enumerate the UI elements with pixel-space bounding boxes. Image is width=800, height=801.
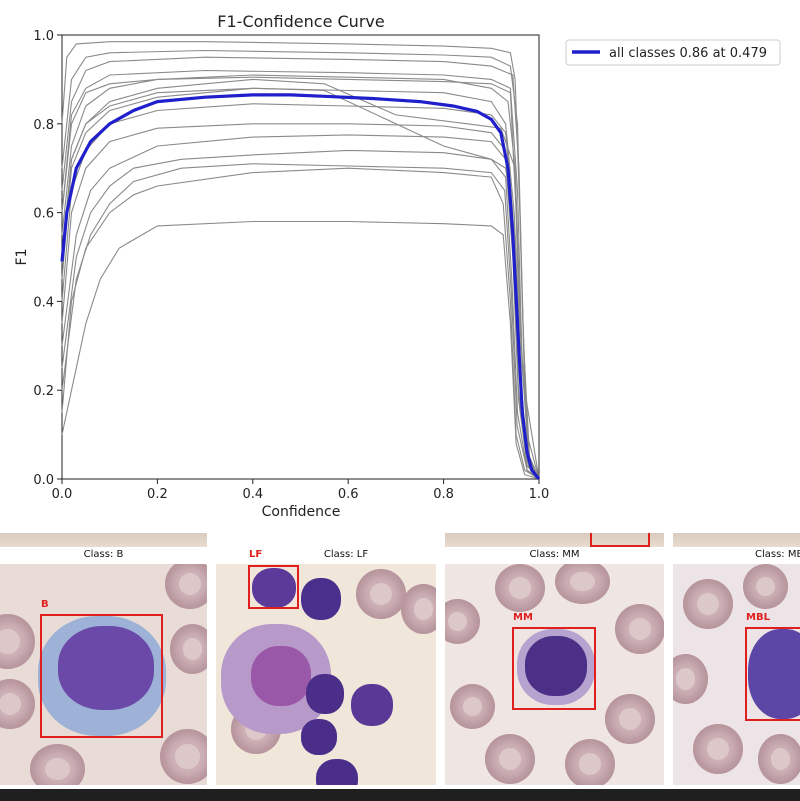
x-tick-label: 0.2 <box>147 487 168 502</box>
class-curve-12 <box>61 163 540 480</box>
partial-detection-box <box>590 533 650 547</box>
class-curve-8 <box>61 103 540 480</box>
panel-caption: Class: MM <box>529 549 580 560</box>
red-blood-cell <box>683 579 733 629</box>
x-tick-label: 0.8 <box>433 487 454 502</box>
class-curve-7 <box>61 87 540 480</box>
class-curve-2 <box>61 49 540 480</box>
y-tick-label: 1.0 <box>33 29 54 44</box>
lymphocyte <box>252 568 296 608</box>
detection-box <box>745 627 800 721</box>
detection-label: MM <box>513 612 533 623</box>
f1-confidence-chart: F1-Confidence Curve 0.0 0.2 0.4 0.6 0.8 1.0 0… <box>14 12 781 520</box>
lymphocyte <box>301 578 341 620</box>
detection-box <box>512 627 596 710</box>
class-curves <box>61 41 540 480</box>
red-blood-cell <box>565 739 615 785</box>
legend-label: all classes 0.86 at 0.479 <box>609 46 767 61</box>
y-tick-label: 0.8 <box>33 118 54 133</box>
red-blood-cell <box>693 724 743 774</box>
x-axis-label: Confidence <box>262 504 341 520</box>
detection-label: B <box>41 599 49 610</box>
red-blood-cell <box>170 624 207 674</box>
class-curve-11 <box>61 149 540 480</box>
y-tick-label: 0.4 <box>33 295 54 310</box>
x-axis-ticks: 0.0 0.2 0.4 0.6 0.8 1.0 <box>52 479 550 502</box>
y-tick-label: 0.6 <box>33 207 54 222</box>
sample-panel-lf: Class: LF LF <box>216 533 436 785</box>
legend-box <box>565 39 781 66</box>
class-curve-16 <box>61 76 540 480</box>
chart-title: F1-Confidence Curve <box>217 12 384 31</box>
red-blood-cell <box>605 694 655 744</box>
lymphocyte <box>316 759 358 785</box>
red-blood-cell <box>30 744 85 785</box>
x-tick-label: 0.4 <box>242 487 263 502</box>
large-cell-nucleus <box>251 646 311 706</box>
blast-cell <box>748 629 800 719</box>
class-curve-13 <box>61 167 540 480</box>
red-blood-cell <box>743 564 788 609</box>
detection-box <box>248 565 299 609</box>
panel-caption: Class: LF <box>323 549 369 560</box>
class-curve-3 <box>61 56 540 480</box>
class-curve-4 <box>61 69 540 480</box>
panel-top-crop <box>0 533 207 547</box>
cell-image <box>216 564 436 785</box>
class-curve-1 <box>61 41 540 480</box>
cell-image: MBL <box>673 564 800 785</box>
all-classes-curve <box>60 93 541 481</box>
plasma-cell-nucleus <box>525 636 587 696</box>
x-tick-label: 0.6 <box>338 487 359 502</box>
panel-caption: Class: B <box>83 549 124 560</box>
detection-label: MBL <box>746 612 770 623</box>
detection-box <box>40 614 163 738</box>
sample-panel-mbl: Class: MBL MBL <box>673 533 800 785</box>
all-classes-line <box>60 93 541 481</box>
red-blood-cell <box>0 679 35 729</box>
legend: all classes 0.86 at 0.479 <box>565 39 781 66</box>
lymphocyte <box>301 719 337 755</box>
red-blood-cell <box>165 564 207 609</box>
y-tick-label: 0.0 <box>33 473 54 488</box>
sample-panel-mm: Class: MM MM <box>445 533 664 785</box>
plot-frame <box>61 34 540 480</box>
red-blood-cell <box>356 569 406 619</box>
blast-nucleus <box>58 626 154 710</box>
panel-caption: Class: MBL <box>755 549 800 560</box>
red-blood-cell <box>495 564 545 612</box>
red-blood-cell <box>160 729 207 784</box>
sample-gallery: Class: B B Class: LF LF <box>0 533 800 785</box>
red-blood-cell <box>0 614 35 669</box>
red-blood-cell <box>673 654 708 704</box>
lymphocyte <box>306 674 344 714</box>
red-blood-cell <box>401 584 436 634</box>
red-blood-cell <box>758 734 800 784</box>
cell-image: MM <box>445 564 664 785</box>
x-tick-label: 0.0 <box>52 487 73 502</box>
lymphocyte <box>351 684 393 726</box>
detection-label: LF <box>249 549 263 560</box>
y-axis-ticks: 0.0 0.2 0.4 0.6 0.8 1.0 <box>33 29 62 488</box>
red-blood-cell <box>450 684 495 729</box>
class-curve-6 <box>61 87 540 480</box>
red-blood-cell <box>445 599 480 644</box>
bottom-bar <box>0 789 800 801</box>
red-blood-cell <box>555 564 610 604</box>
cell-image: B <box>0 564 207 785</box>
class-curve-9 <box>61 123 540 480</box>
panel-top-crop <box>445 533 664 547</box>
sample-panel-b: Class: B B <box>0 533 207 785</box>
red-blood-cell <box>615 604 664 654</box>
class-curve-15 <box>61 78 540 480</box>
y-tick-label: 0.2 <box>33 384 54 399</box>
x-tick-label: 1.0 <box>529 487 550 502</box>
y-axis-label: F1 <box>14 249 30 266</box>
class-curve-10 <box>61 134 540 480</box>
panel-top-crop <box>673 533 800 547</box>
red-blood-cell <box>485 734 535 784</box>
class-curve-14 <box>61 220 540 480</box>
